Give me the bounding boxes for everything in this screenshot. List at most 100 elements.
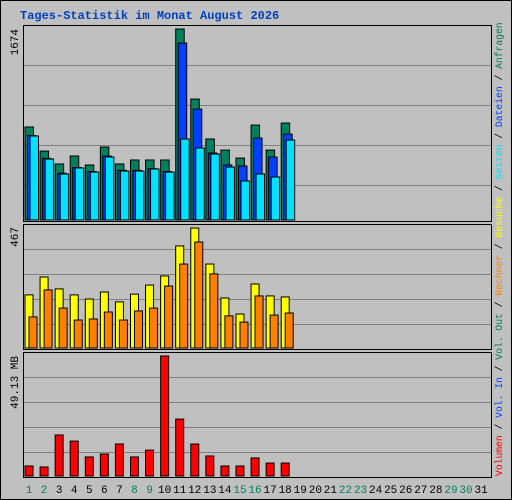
bar bbox=[190, 443, 200, 477]
x-tick-label: 16 bbox=[248, 485, 261, 497]
bar bbox=[235, 465, 245, 477]
x-tick-label: 1 bbox=[26, 485, 33, 497]
bar bbox=[150, 168, 160, 221]
legend-entry: Anfragen bbox=[494, 22, 505, 69]
bar bbox=[39, 466, 49, 477]
bar bbox=[133, 310, 143, 349]
legend-entry: Volumen bbox=[494, 435, 505, 476]
bar bbox=[59, 173, 70, 221]
x-tick-label: 21 bbox=[324, 485, 338, 497]
x-tick-label: 15 bbox=[233, 485, 246, 497]
bar bbox=[119, 170, 130, 221]
x-tick-label: 10 bbox=[158, 485, 171, 497]
bar bbox=[255, 173, 266, 221]
bar bbox=[175, 418, 185, 477]
bar bbox=[280, 462, 290, 477]
bar bbox=[54, 434, 64, 477]
bar bbox=[103, 311, 113, 349]
x-tick-label: 8 bbox=[131, 485, 138, 497]
bar bbox=[285, 139, 296, 221]
bar bbox=[179, 263, 189, 349]
bar bbox=[58, 307, 68, 349]
bar bbox=[165, 171, 175, 221]
bar bbox=[254, 295, 264, 349]
x-tick-label: 6 bbox=[101, 485, 108, 497]
legend-separator: / bbox=[494, 69, 505, 86]
bar bbox=[269, 314, 279, 349]
bar bbox=[24, 465, 34, 477]
legend-entry: Vol. Out bbox=[494, 313, 505, 360]
x-tick-label: 13 bbox=[203, 485, 216, 497]
bar bbox=[164, 285, 174, 349]
bar bbox=[265, 462, 275, 477]
x-tick-label: 27 bbox=[414, 485, 427, 497]
x-tick-label: 24 bbox=[369, 485, 383, 497]
bar bbox=[210, 153, 220, 221]
x-tick-label: 20 bbox=[309, 485, 322, 497]
bar bbox=[69, 440, 79, 477]
x-tick-label: 25 bbox=[384, 485, 397, 497]
x-tick-label: 14 bbox=[218, 485, 232, 497]
x-tick-label: 3 bbox=[56, 485, 63, 497]
x-tick-label: 5 bbox=[86, 485, 93, 497]
bar bbox=[29, 135, 39, 221]
legend-separator: / bbox=[494, 238, 505, 255]
x-tick-label: 4 bbox=[71, 485, 78, 497]
bar bbox=[114, 443, 124, 477]
bar bbox=[129, 456, 139, 477]
x-tick-label: 26 bbox=[399, 485, 412, 497]
y-tick-label: 1674 bbox=[10, 29, 22, 56]
x-tick-label: 30 bbox=[459, 485, 472, 497]
bar bbox=[89, 171, 100, 221]
bar bbox=[73, 319, 83, 349]
bar bbox=[225, 166, 235, 221]
bar bbox=[104, 156, 115, 221]
x-tick-label: 29 bbox=[444, 485, 457, 497]
bar bbox=[194, 241, 204, 349]
legend-entry: Vol. In bbox=[494, 377, 505, 418]
bar bbox=[44, 158, 55, 221]
x-tick-label: 17 bbox=[264, 485, 277, 497]
x-tick-label: 9 bbox=[146, 485, 153, 497]
legend-separator: / bbox=[494, 296, 505, 313]
chart-title: Tages-Statistik im Monat August 2026 bbox=[20, 9, 279, 23]
bar bbox=[74, 167, 85, 221]
legend-separator: / bbox=[494, 360, 505, 377]
bar bbox=[180, 138, 190, 221]
bar bbox=[239, 321, 249, 349]
bar bbox=[224, 315, 234, 349]
bar bbox=[220, 465, 230, 477]
x-tick-label: 7 bbox=[116, 485, 123, 497]
bar bbox=[118, 319, 128, 349]
bar bbox=[84, 456, 94, 477]
x-tick-label: 11 bbox=[173, 485, 187, 497]
bar bbox=[240, 180, 250, 221]
y-tick-label: 49.13 MB bbox=[10, 356, 22, 409]
bar bbox=[205, 455, 215, 477]
legend-entry: Rechner bbox=[494, 255, 505, 296]
x-tick-label: 28 bbox=[429, 485, 442, 497]
legend-separator: / bbox=[494, 179, 505, 196]
bar bbox=[195, 147, 205, 221]
bar bbox=[270, 176, 281, 221]
y-tick-label: 467 bbox=[10, 227, 22, 247]
bar bbox=[149, 307, 159, 349]
legend: Volumen / Vol. In / Vol. Out / Rechner /… bbox=[494, 22, 505, 476]
x-tick-label: 22 bbox=[339, 485, 352, 497]
bar bbox=[209, 273, 219, 349]
x-tick-label: 19 bbox=[294, 485, 307, 497]
bar bbox=[134, 170, 145, 221]
bar bbox=[28, 316, 38, 349]
bar bbox=[250, 457, 260, 477]
legend-entry: Besuche bbox=[494, 197, 505, 238]
x-tick-label: 2 bbox=[41, 485, 48, 497]
x-tick-label: 31 bbox=[474, 485, 488, 497]
bar bbox=[43, 289, 53, 349]
legend-separator: / bbox=[494, 418, 505, 435]
x-tick-label: 12 bbox=[188, 485, 201, 497]
bar bbox=[99, 453, 109, 477]
legend-entry: Seiten bbox=[494, 145, 505, 180]
bar bbox=[145, 449, 155, 477]
legend-separator: / bbox=[494, 127, 505, 144]
